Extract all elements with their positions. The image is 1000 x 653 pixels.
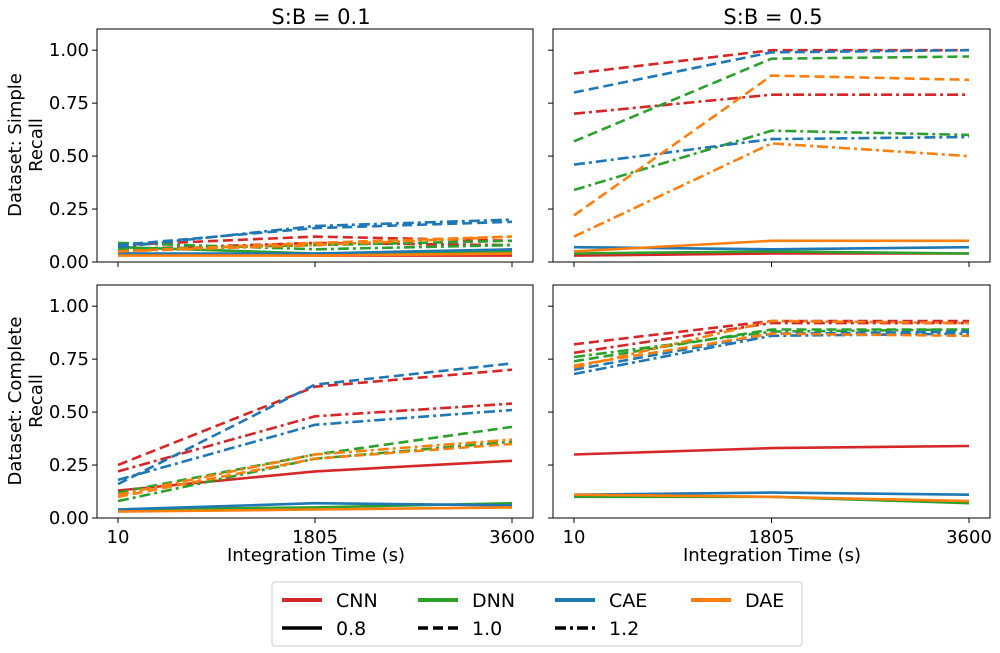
panel-r1-c0: 0.00 0.25 0.50 0.75 1.00 10 1805 3600 (49, 284, 535, 548)
series-line-dae-0_8 (118, 252, 513, 257)
series-line-dae-0_8 (117, 506, 513, 513)
series-line-cae-0_8 (573, 491, 970, 496)
series-line-cnn-1_0 (117, 235, 513, 247)
series-line-dnn-0_8 (573, 250, 970, 255)
series-line-cnn-1_2 (573, 93, 969, 115)
series-line-cae-1_0 (117, 362, 513, 486)
legend-label-dae: DAE (745, 590, 784, 612)
series-line-cnn-1_0 (573, 48, 969, 75)
series-line-cnn-0_8 (573, 444, 970, 456)
series-line-cae-1_2 (117, 218, 513, 249)
legend-frame (271, 581, 803, 647)
legend-label-style-1_0: 1.0 (472, 618, 502, 640)
series-line-cae-1_2 (573, 135, 970, 166)
y-tick-label: 0.50 (49, 402, 89, 423)
series-line-dae-1_0 (573, 74, 970, 217)
legend-label-dnn: DNN (472, 590, 515, 612)
panel-r0-c0: 0.00 0.25 0.50 0.75 1.00 (49, 28, 534, 273)
y-tick-label: 0.25 (49, 199, 89, 220)
legend-label-cae: CAE (609, 590, 647, 612)
y-tick-label: 0.25 (49, 455, 89, 476)
legend-label-style-1_2: 1.2 (609, 618, 639, 640)
x-tick-label: 10 (107, 527, 130, 548)
series-line-dae-1_0 (573, 332, 970, 367)
x-tick-label: 10 (563, 527, 586, 548)
series-line-cnn-1_2 (117, 402, 513, 473)
y-tick-label: 0.75 (49, 93, 89, 114)
x-axis-label-right: Integration Time (s) (683, 545, 861, 566)
y-tick-label: 0.00 (49, 508, 89, 529)
row-ylabel-bottom-line1: Dataset: Complete (5, 316, 26, 485)
series-line-dae-1_2 (573, 142, 970, 238)
series-line-dae-0_8 (573, 239, 969, 253)
column-title-right: S:B = 0.5 (723, 5, 822, 29)
series-line-dae-0_8 (573, 493, 970, 503)
panel-r1-c1: 10 1805 3600 (548, 284, 992, 548)
y-tick-label: 1.00 (49, 40, 89, 61)
y-tick-label: 0.50 (49, 146, 89, 167)
row-ylabel-top-line2: Recall (26, 118, 47, 172)
series-line-cae-1_0 (573, 48, 970, 94)
x-tick-label: 3600 (946, 527, 992, 548)
series-line-dae-1_0 (117, 442, 513, 499)
legend-label-cnn: CNN (336, 590, 378, 612)
labels-layer: S:B = 0.1 S:B = 0.5 Dataset: Simple Reca… (5, 5, 861, 566)
legend: CNN DNN CAE DAE 0.8 1.0 1.2 (271, 581, 803, 647)
series-line-cae-0_8 (118, 248, 513, 255)
column-title-left: S:B = 0.1 (271, 5, 370, 29)
series-line-cae-0_8 (117, 501, 513, 511)
x-tick-label: 1805 (749, 527, 795, 548)
y-tick-label: 0.00 (49, 252, 89, 273)
panel-r0-c1 (548, 28, 991, 267)
x-axis-label-left: Integration Time (s) (227, 545, 405, 566)
series-line-dae-1_2 (117, 438, 513, 496)
y-tick-label: 0.75 (49, 349, 89, 370)
series-line-dae-1_0 (117, 235, 513, 253)
row-ylabel-bottom-line2: Recall (26, 374, 47, 428)
series-line-dnn-1_2 (573, 328, 970, 359)
panel-frame (552, 28, 991, 263)
series-line-cnn-1_0 (117, 368, 513, 467)
row-ylabel-top-line1: Dataset: Simple (5, 73, 26, 217)
series-line-cae-1_2 (117, 408, 513, 482)
y-tick-label: 1.00 (49, 296, 89, 317)
series-line-dae-1_2 (573, 319, 970, 369)
x-tick-label: 3600 (489, 527, 535, 548)
series-line-dnn-1_0 (573, 55, 970, 143)
legend-label-style-0_8: 0.8 (336, 618, 366, 640)
panels-layer: 0.00 0.25 0.50 0.75 1.00 0.00 0.25 0.50 0.75 1.00… (49, 28, 992, 548)
x-tick-label: 1805 (292, 527, 338, 548)
